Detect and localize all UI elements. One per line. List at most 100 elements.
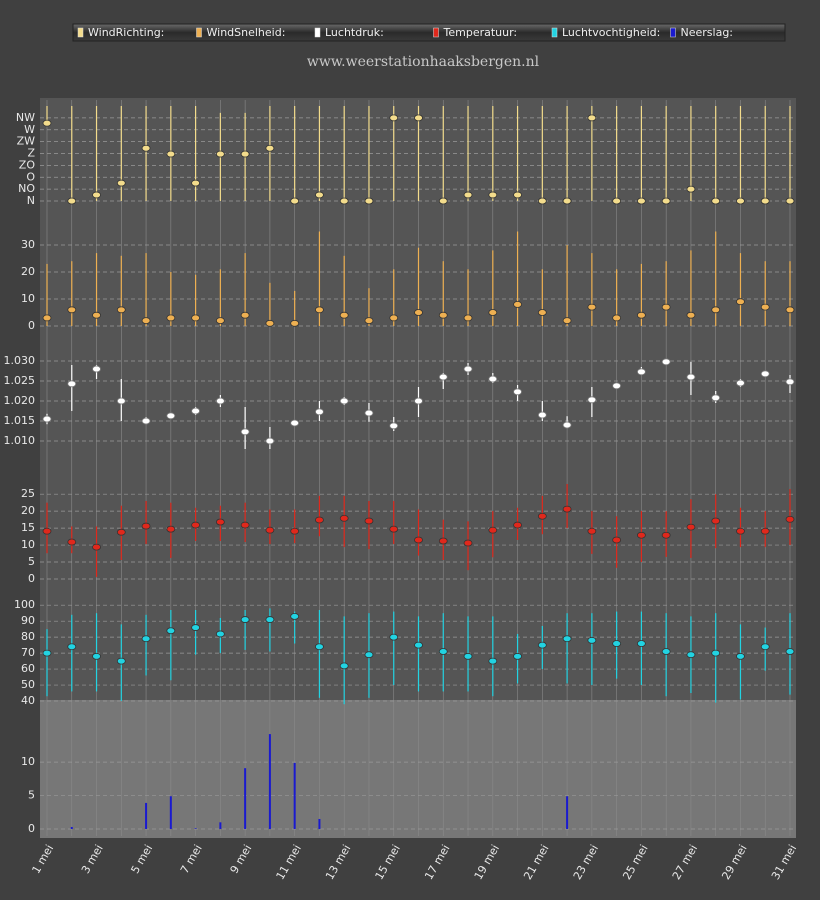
point — [463, 652, 473, 660]
point — [315, 306, 324, 314]
y-tick-label: N — [27, 194, 35, 207]
point — [760, 643, 770, 651]
point — [686, 311, 696, 319]
y-tick-label: ZO — [19, 158, 36, 171]
point — [537, 309, 547, 316]
point — [438, 197, 448, 205]
point — [463, 314, 473, 322]
point — [760, 527, 770, 535]
point — [92, 311, 101, 319]
point — [116, 397, 126, 405]
bar — [70, 826, 73, 829]
point — [488, 191, 498, 199]
point — [736, 527, 745, 535]
point — [760, 303, 770, 311]
legend-entry: Luchtvochtigheid: — [562, 26, 660, 39]
y-tick-label: 1.030 — [4, 354, 36, 367]
legend-entry: Neerslag: — [681, 26, 734, 39]
legend-swatch — [551, 27, 558, 38]
point — [42, 415, 52, 423]
point — [265, 144, 275, 152]
point — [736, 298, 745, 306]
subtitle: www.weerstationhaaksbergen.nl — [307, 54, 540, 70]
point — [215, 518, 225, 526]
point — [637, 311, 646, 319]
y-tick-label: 10 — [21, 755, 35, 768]
point — [389, 114, 399, 122]
point — [612, 314, 622, 322]
point — [562, 197, 572, 205]
point — [290, 197, 300, 205]
bar — [244, 768, 247, 829]
y-tick-label: 1.025 — [4, 374, 36, 387]
point — [785, 515, 795, 523]
point — [240, 521, 250, 529]
point — [315, 191, 324, 199]
bar — [293, 762, 296, 829]
point — [637, 640, 646, 647]
point — [612, 382, 622, 390]
point — [637, 197, 646, 205]
point — [438, 373, 448, 381]
point — [736, 652, 745, 660]
point — [612, 640, 622, 647]
point — [166, 412, 176, 420]
point — [166, 150, 176, 158]
point — [116, 528, 126, 536]
point — [661, 648, 671, 655]
y-tick-label: 50 — [21, 678, 35, 691]
point — [438, 648, 448, 655]
legend-box — [72, 23, 786, 42]
y-tick-label: W — [24, 123, 35, 136]
y-tick-label: 15 — [21, 521, 35, 534]
point — [240, 311, 250, 319]
legend-entry: WindRichting: — [88, 26, 164, 39]
point — [315, 643, 324, 651]
point — [42, 119, 52, 127]
point — [315, 408, 324, 416]
bar — [268, 734, 271, 829]
point — [612, 536, 622, 544]
point — [215, 397, 225, 405]
point — [265, 616, 275, 623]
point — [488, 657, 498, 665]
point — [339, 514, 349, 522]
point — [240, 428, 250, 436]
point — [339, 311, 349, 319]
point — [785, 648, 795, 655]
point — [438, 311, 448, 319]
point — [265, 526, 275, 534]
point — [215, 150, 225, 158]
y-tick-label: 20 — [21, 265, 35, 278]
point — [92, 365, 101, 373]
y-tick-label: 5 — [28, 555, 35, 568]
point — [661, 531, 671, 539]
point — [760, 197, 770, 205]
point — [166, 627, 176, 635]
y-tick-label: 5 — [28, 789, 35, 802]
point — [562, 421, 572, 429]
point — [513, 521, 522, 529]
y-tick-label: Z — [27, 147, 35, 160]
legend-swatch — [314, 27, 321, 38]
legend-swatch — [670, 27, 676, 38]
point — [587, 303, 597, 311]
point — [537, 641, 547, 649]
point — [513, 300, 522, 308]
y-tick-label: 10 — [21, 292, 35, 305]
point — [166, 525, 176, 533]
point — [661, 303, 671, 311]
point — [562, 317, 572, 325]
point — [785, 306, 795, 314]
point — [537, 411, 547, 419]
y-tick-label: 60 — [21, 662, 35, 675]
point — [537, 197, 547, 205]
y-tick-label: 80 — [21, 630, 35, 643]
point — [389, 525, 399, 533]
point — [562, 505, 572, 513]
y-tick-label: 25 — [21, 487, 35, 500]
bar — [145, 802, 148, 829]
point — [42, 314, 52, 322]
point — [711, 517, 721, 525]
point — [339, 197, 349, 205]
